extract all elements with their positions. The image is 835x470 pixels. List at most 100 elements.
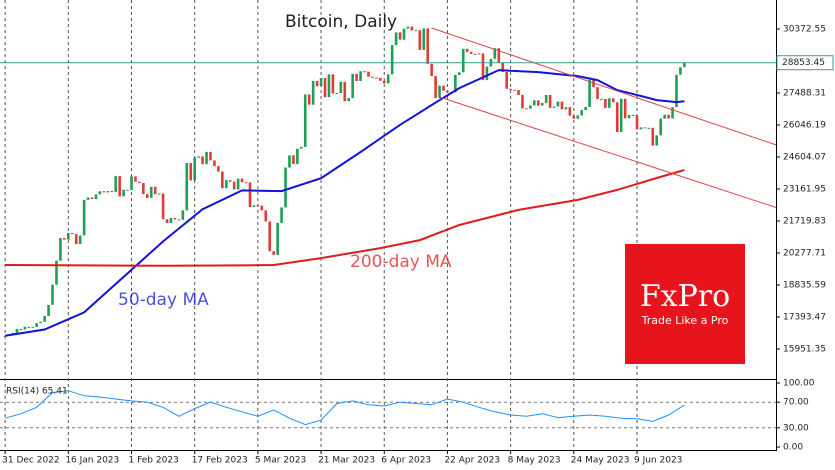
candle bbox=[102, 191, 106, 193]
rsi-line bbox=[4, 390, 685, 426]
candle bbox=[509, 88, 512, 90]
candle bbox=[533, 100, 536, 106]
candle bbox=[177, 219, 181, 221]
candle bbox=[454, 75, 457, 93]
candle bbox=[426, 28, 429, 64]
candle bbox=[568, 107, 572, 116]
rsi-title: RSI(14) 65.41 bbox=[6, 387, 68, 397]
x-tick-label: 16 Jan 2023 bbox=[65, 456, 119, 466]
candle bbox=[86, 197, 90, 200]
candle bbox=[596, 87, 599, 99]
candle bbox=[536, 100, 540, 106]
candle bbox=[264, 210, 268, 222]
candle bbox=[78, 235, 82, 245]
candle bbox=[651, 127, 655, 146]
candle bbox=[288, 155, 291, 168]
candle bbox=[74, 234, 78, 245]
candle bbox=[307, 94, 311, 105]
candle bbox=[552, 106, 556, 108]
x-tick-label: 8 May 2023 bbox=[508, 456, 561, 466]
candle bbox=[355, 73, 358, 81]
candle bbox=[335, 92, 339, 94]
candle bbox=[513, 89, 516, 91]
chart-title: Bitcoin, Daily bbox=[285, 12, 397, 32]
candle bbox=[517, 90, 520, 95]
candle bbox=[604, 98, 607, 108]
candle bbox=[564, 107, 568, 110]
candle bbox=[457, 72, 461, 76]
candle bbox=[343, 81, 347, 102]
x-tick-label: 5 Mar 2023 bbox=[255, 456, 306, 466]
x-tick-label: 24 May 2023 bbox=[571, 456, 630, 466]
ma-line bbox=[5, 169, 685, 267]
candle bbox=[169, 217, 173, 224]
candle bbox=[311, 80, 315, 105]
candle bbox=[280, 207, 283, 224]
candle bbox=[331, 74, 335, 94]
y-tick-label: 30372.55 bbox=[783, 25, 826, 35]
candle bbox=[473, 53, 477, 55]
candle bbox=[260, 205, 264, 211]
candle bbox=[110, 191, 114, 193]
candle bbox=[465, 48, 469, 52]
logo-box bbox=[625, 244, 745, 364]
candle bbox=[639, 127, 643, 130]
candle bbox=[572, 115, 576, 119]
y-tick-label: 17393.47 bbox=[783, 313, 826, 323]
candle bbox=[434, 76, 437, 99]
candle bbox=[27, 326, 31, 328]
candle bbox=[209, 151, 212, 161]
candle bbox=[217, 166, 220, 172]
candle bbox=[240, 178, 244, 183]
candle bbox=[367, 71, 370, 77]
candle bbox=[224, 180, 228, 189]
candle bbox=[382, 80, 386, 84]
candle bbox=[149, 186, 153, 198]
y-tick-label: 70.00 bbox=[783, 398, 809, 408]
candle bbox=[126, 189, 129, 191]
candle bbox=[153, 186, 157, 195]
candle bbox=[319, 78, 323, 87]
candle bbox=[556, 101, 560, 107]
line-label: 50-day MA bbox=[118, 290, 209, 310]
y-tick-label: 18835.59 bbox=[783, 281, 826, 291]
candle bbox=[59, 238, 62, 261]
candle bbox=[505, 71, 508, 89]
candle bbox=[588, 79, 591, 107]
candle bbox=[296, 148, 299, 164]
y-tick-label: 15951.35 bbox=[783, 345, 826, 355]
candle bbox=[90, 197, 94, 200]
y-tick-label: 27488.31 bbox=[783, 89, 826, 99]
candle bbox=[584, 106, 587, 111]
candle bbox=[414, 30, 418, 32]
y-tick-label: 30.00 bbox=[783, 423, 809, 433]
candle bbox=[608, 98, 611, 108]
candle bbox=[272, 251, 275, 255]
candle bbox=[635, 115, 639, 130]
candle bbox=[481, 53, 485, 81]
candle bbox=[659, 118, 662, 136]
candle bbox=[390, 45, 394, 75]
candle bbox=[339, 81, 343, 93]
candle bbox=[67, 232, 70, 240]
candle bbox=[430, 63, 433, 77]
candle bbox=[386, 74, 390, 84]
candle bbox=[592, 79, 595, 88]
candle bbox=[394, 32, 398, 46]
x-tick-label: 9 Jun 2023 bbox=[634, 456, 682, 466]
candle bbox=[284, 167, 287, 208]
candle bbox=[410, 26, 414, 31]
candle bbox=[138, 181, 141, 184]
candle bbox=[300, 146, 303, 149]
candle bbox=[130, 176, 133, 190]
candle bbox=[236, 178, 240, 190]
candle bbox=[248, 182, 252, 208]
candle bbox=[98, 191, 102, 195]
candle bbox=[497, 48, 501, 63]
candle bbox=[70, 232, 74, 235]
candle bbox=[47, 304, 50, 316]
candle bbox=[292, 155, 295, 164]
y-tick-label: 21719.83 bbox=[783, 217, 826, 227]
rsi-panel bbox=[0, 390, 776, 429]
